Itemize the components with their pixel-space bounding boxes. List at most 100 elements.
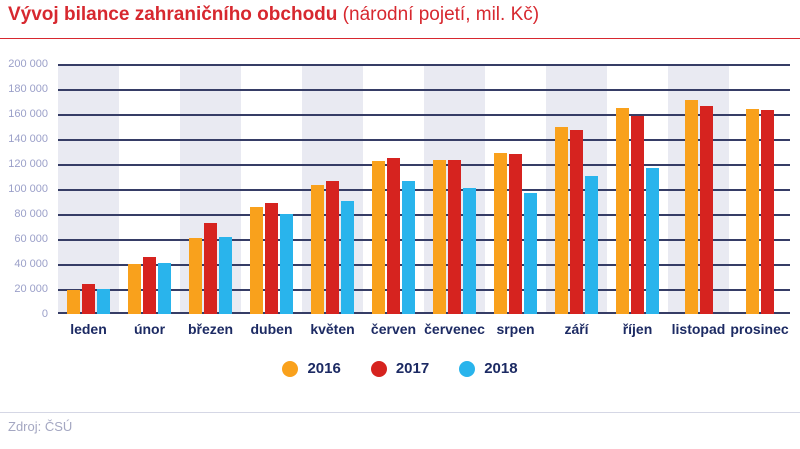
legend-label-2017: 2017 bbox=[395, 360, 430, 377]
bar-2018-duben bbox=[280, 214, 293, 314]
gridline-160000 bbox=[58, 114, 790, 116]
bar-2016-červenec bbox=[433, 160, 446, 314]
bar-2017-listopad bbox=[699, 106, 713, 314]
bar-2018-červen bbox=[402, 181, 415, 314]
chart-header: Vývoj bilance zahraničního obchodu (náro… bbox=[0, 0, 800, 39]
bar-2018-červenec bbox=[463, 188, 476, 314]
bar-2017-červenec bbox=[448, 160, 461, 314]
bar-2017-duben bbox=[265, 203, 278, 314]
y-tick-label-60000: 60 000 bbox=[14, 233, 48, 245]
x-tick-label-prosinec: prosinec bbox=[730, 321, 789, 337]
y-tick-label-200000: 200 000 bbox=[8, 58, 48, 70]
x-tick-label-červen: červen bbox=[370, 321, 417, 337]
bar-2016-listopad bbox=[684, 100, 698, 314]
x-tick-label-březen: březen bbox=[187, 321, 234, 337]
bar-2016-červen bbox=[372, 161, 385, 314]
legend-item-2017: 2017 bbox=[370, 360, 430, 377]
y-tick-label-120000: 120 000 bbox=[8, 158, 48, 170]
y-tick-label-80000: 80 000 bbox=[14, 208, 48, 220]
y-tick-label-140000: 140 000 bbox=[8, 133, 48, 145]
legend-label-2016: 2016 bbox=[307, 360, 341, 377]
bar-2016-březen bbox=[189, 238, 202, 314]
bar-group-srpen bbox=[485, 64, 546, 314]
gridline-80000 bbox=[58, 214, 790, 216]
bar-group-září bbox=[546, 64, 607, 314]
gridline-100000 bbox=[58, 189, 790, 191]
bar-group-červen bbox=[363, 64, 424, 314]
x-tick-label-září: září bbox=[564, 321, 589, 337]
bar-2018-srpen bbox=[524, 193, 537, 314]
bar-2016-leden bbox=[67, 290, 80, 314]
gridline-0 bbox=[58, 312, 790, 314]
bar-2017-květen bbox=[326, 181, 339, 314]
page-title: Vývoj bilance zahraničního obchodu (náro… bbox=[8, 4, 539, 26]
bar-2016-prosinec bbox=[745, 109, 759, 314]
gridline-20000 bbox=[58, 289, 790, 291]
y-axis: 0 20 000 40 000 60 000 80 000 100 000 120 000 1… bbox=[0, 58, 48, 320]
x-tick-label-srpen: srpen bbox=[496, 321, 535, 337]
bar-2016-srpen bbox=[494, 153, 507, 314]
bar-2018-březen bbox=[219, 237, 232, 314]
bar-group-duben bbox=[241, 64, 302, 314]
bar-2017-prosinec bbox=[760, 110, 774, 314]
source-label: Zdroj: ČSÚ bbox=[8, 419, 73, 434]
bar-2017-říjen bbox=[631, 116, 644, 314]
legend-item-2016: 2016 bbox=[282, 360, 341, 377]
bar-2018-květen bbox=[341, 201, 354, 314]
bar-2017-březen bbox=[204, 223, 217, 314]
bar-group-červenec bbox=[424, 64, 485, 314]
gridline-60000 bbox=[58, 239, 790, 241]
y-tick-label-0: 0 bbox=[41, 308, 48, 320]
bar-2017-únor bbox=[143, 257, 156, 314]
bar-group-říjen bbox=[607, 64, 668, 314]
x-tick-label-červenec: červenec bbox=[424, 321, 485, 337]
bar-2018-únor bbox=[158, 263, 171, 314]
legend-swatch-2017 bbox=[370, 360, 387, 377]
x-tick-label-listopad: listopad bbox=[671, 321, 726, 337]
gridline-140000 bbox=[58, 139, 790, 141]
bar-group-listopad bbox=[668, 64, 729, 314]
legend: 2016 2017 2018 bbox=[0, 360, 800, 377]
bar-2016-květen bbox=[311, 185, 324, 314]
y-tick-label-20000: 20 000 bbox=[14, 283, 48, 295]
bar-2016-únor bbox=[128, 264, 141, 314]
legend-swatch-2016 bbox=[282, 360, 299, 377]
x-tick-label-říjen: říjen bbox=[622, 321, 653, 337]
bar-2017-srpen bbox=[509, 154, 522, 314]
bar-2016-duben bbox=[250, 207, 263, 314]
bar-group-leden bbox=[58, 64, 119, 314]
plot-area bbox=[58, 64, 790, 314]
legend-label-2018: 2018 bbox=[484, 360, 518, 377]
bar-2017-červen bbox=[387, 158, 400, 314]
gridline-40000 bbox=[58, 264, 790, 266]
legend-swatch-2018 bbox=[459, 360, 476, 377]
title-subtitle: (národní pojetí, mil. Kč) bbox=[342, 4, 540, 25]
bar-2018-leden bbox=[97, 289, 110, 314]
bar-group-březen bbox=[180, 64, 241, 314]
gridline-200000 bbox=[58, 64, 790, 66]
bar-group-květen bbox=[302, 64, 363, 314]
x-tick-label-únor: únor bbox=[133, 321, 166, 337]
source-footer: Zdroj: ČSÚ bbox=[0, 412, 800, 434]
x-axis: leden únor březen duben květen červen červenec… bbox=[58, 321, 790, 339]
y-tick-label-160000: 160 000 bbox=[8, 108, 48, 120]
gridline-120000 bbox=[58, 164, 790, 166]
y-tick-label-100000: 100 000 bbox=[8, 183, 48, 195]
bar-2017-leden bbox=[82, 284, 95, 314]
bar-2018-září bbox=[585, 176, 598, 314]
legend-item-2018: 2018 bbox=[459, 360, 518, 377]
x-tick-label-květen: květen bbox=[310, 321, 355, 337]
y-tick-label-40000: 40 000 bbox=[14, 258, 48, 270]
gridline-180000 bbox=[58, 89, 790, 91]
bar-2017-září bbox=[570, 130, 583, 314]
title-main: Vývoj bilance zahraničního obchodu bbox=[8, 4, 338, 25]
y-tick-label-180000: 180 000 bbox=[8, 83, 48, 95]
bar-2016-září bbox=[555, 127, 568, 314]
bar-group-prosinec bbox=[729, 64, 790, 314]
bar-2018-říjen bbox=[646, 168, 659, 314]
x-tick-label-duben: duben bbox=[250, 321, 293, 337]
bar-group-únor bbox=[119, 64, 180, 314]
bar-2016-říjen bbox=[616, 108, 629, 314]
x-tick-label-leden: leden bbox=[70, 321, 107, 337]
